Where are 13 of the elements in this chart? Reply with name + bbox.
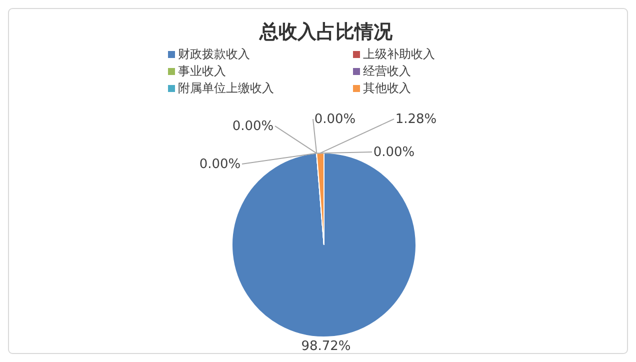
data-label: 1.28% bbox=[395, 112, 437, 127]
legend-label: 事业收入 bbox=[178, 64, 226, 78]
text: 0.00% bbox=[232, 119, 274, 134]
text: 0.00% bbox=[199, 157, 241, 172]
legend-label: 经营收入 bbox=[363, 64, 411, 78]
legend-label: 附属单位上缴收入 bbox=[178, 81, 274, 95]
legend-label: 上级补助收入 bbox=[363, 47, 435, 61]
legend-label: 财政拨款收入 bbox=[178, 47, 250, 61]
chart-title: 总收入占比情况 bbox=[258, 21, 394, 43]
text: 0.00% bbox=[373, 145, 415, 160]
text: 0.00% bbox=[314, 112, 356, 127]
legend-label: 其他收入 bbox=[363, 81, 411, 95]
data-label: 98.72% bbox=[301, 339, 351, 354]
